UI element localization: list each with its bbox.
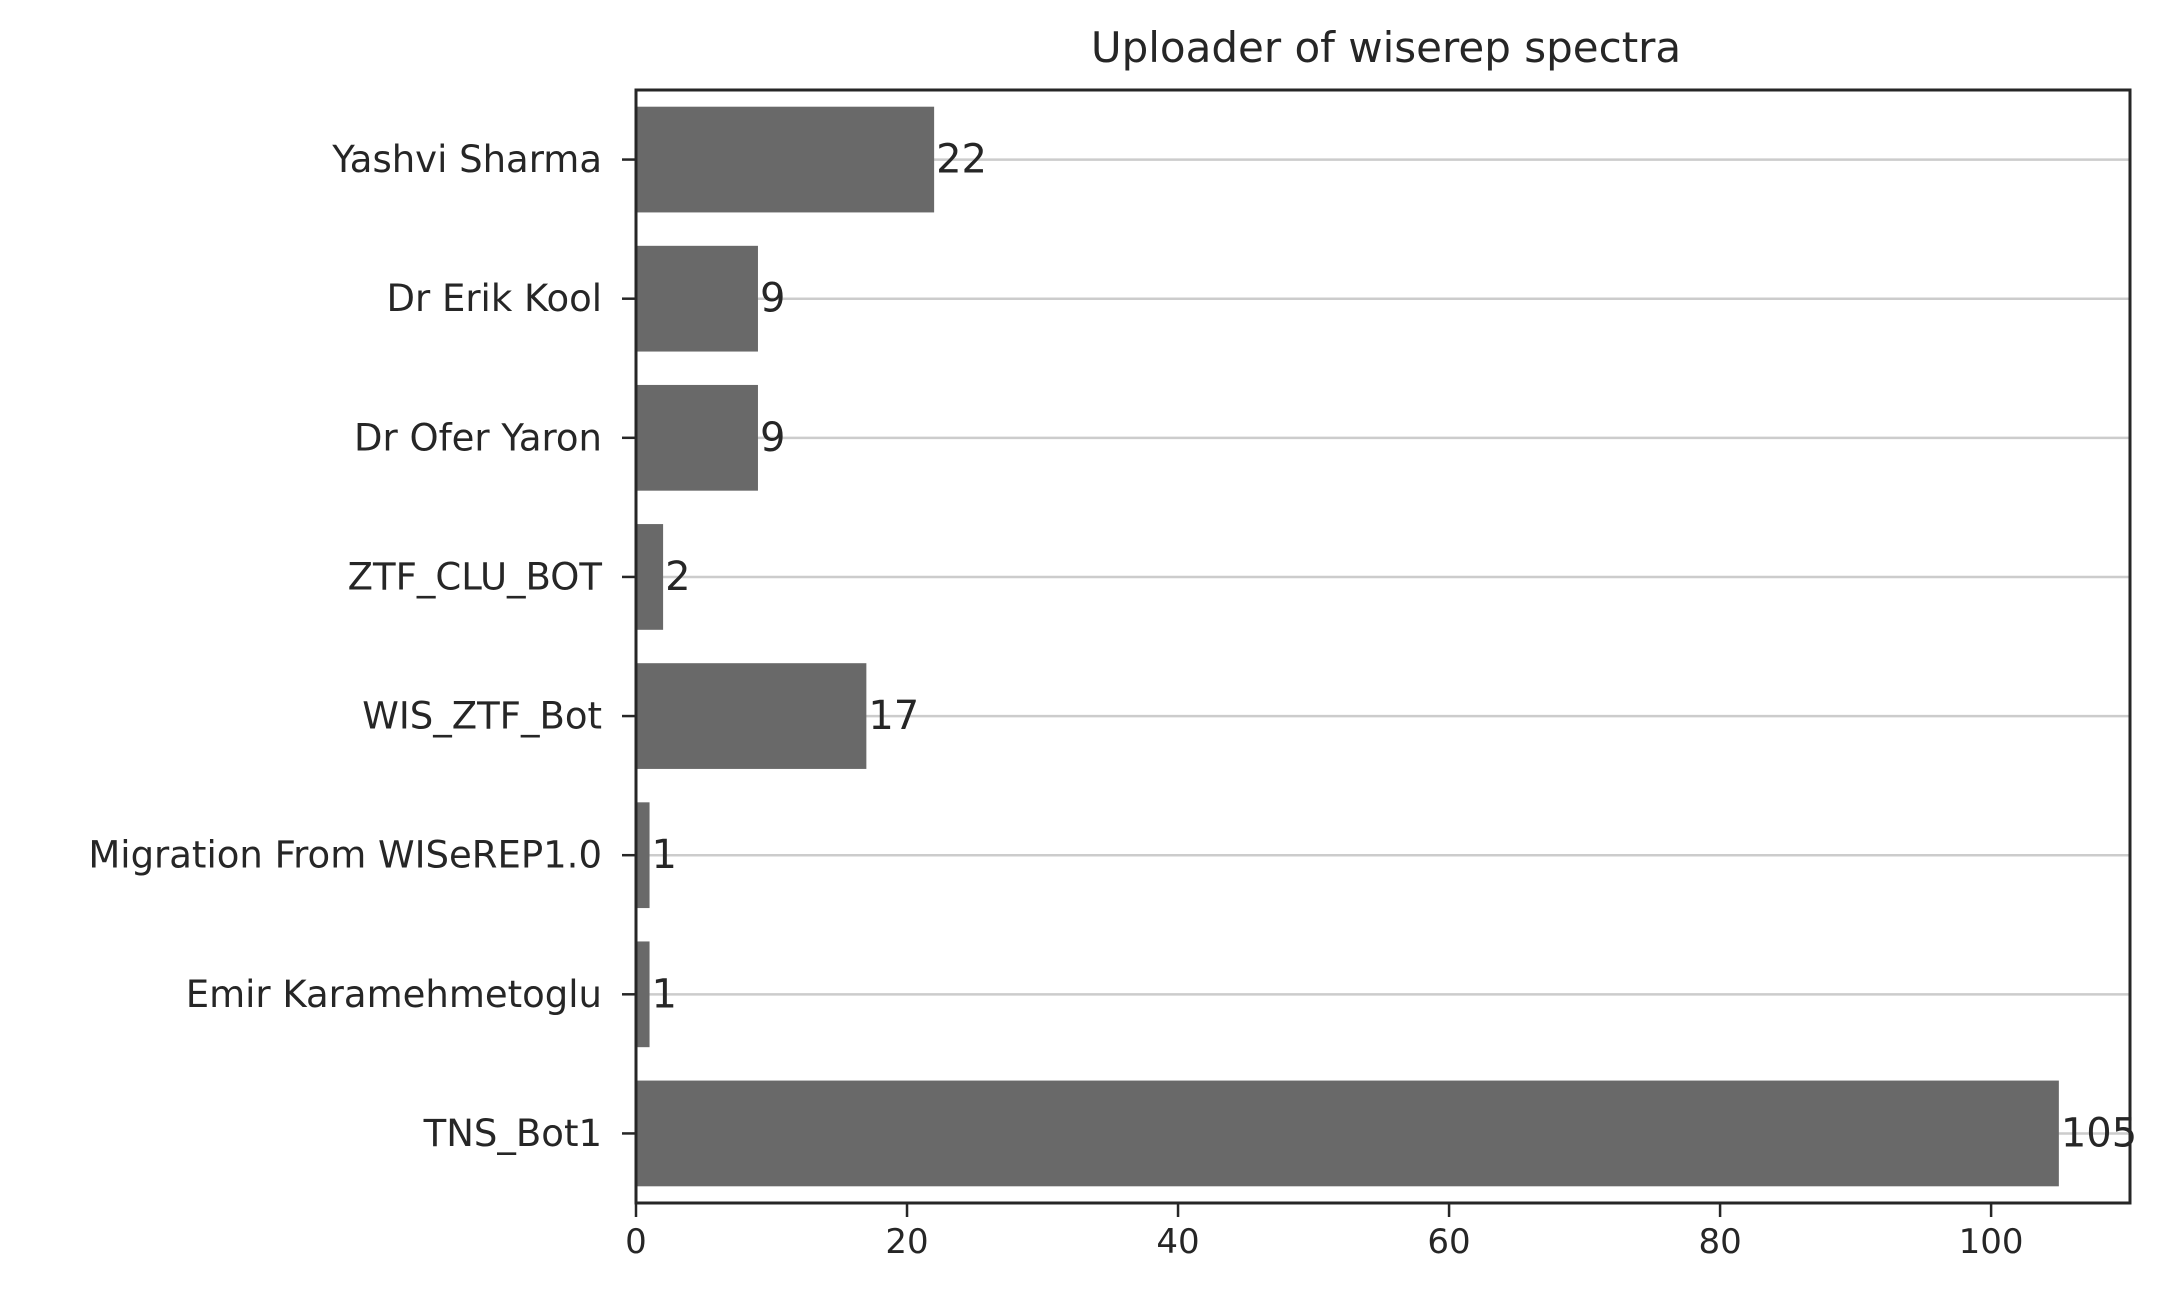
value-label: 22 — [936, 137, 987, 183]
bar — [636, 106, 935, 213]
y-tick-label: WIS_ZTF_Bot — [362, 695, 602, 738]
value-label: 1 — [652, 971, 677, 1017]
chart-title: Uploader of wiserep spectra — [1091, 23, 1681, 72]
value-label: 9 — [760, 276, 785, 322]
x-tick-label: 60 — [1427, 1222, 1470, 1262]
bar — [636, 245, 758, 352]
x-tick-label: 20 — [885, 1222, 928, 1262]
bar — [636, 384, 758, 491]
x-tick-label: 100 — [1959, 1222, 2024, 1262]
bar — [636, 524, 664, 630]
x-tick-label: 0 — [625, 1222, 647, 1262]
y-tick-label: ZTF_CLU_BOT — [348, 555, 603, 598]
value-label: 17 — [868, 693, 919, 739]
bars — [636, 106, 2059, 1187]
axis-ticks: Yashvi Sharma Dr Erik Kool Dr Ofer Yaron ZT… — [88, 138, 2023, 1262]
y-tick-label: Dr Erik Kool — [387, 277, 603, 320]
y-tick-label: Emir Karamehmetoglu — [186, 973, 602, 1016]
x-tick-label: 80 — [1698, 1222, 1741, 1262]
y-tick-label: Migration From WISeREP1.0 — [88, 834, 602, 877]
y-tick-label: TNS_Bot1 — [423, 1112, 602, 1155]
bar — [636, 663, 867, 769]
bar — [636, 941, 650, 1048]
bar — [636, 1080, 2059, 1187]
y-tick-label: Dr Ofer Yaron — [354, 416, 602, 459]
grid-lines — [636, 158, 2130, 1135]
bar — [636, 802, 650, 909]
y-tick-label: Yashvi Sharma — [331, 138, 602, 181]
value-label: 9 — [760, 415, 785, 461]
value-labels: 22 9 9 2 17 1 1 105 — [652, 137, 2138, 1157]
plot-frame — [634, 88, 2132, 1205]
value-label: 2 — [665, 554, 690, 600]
x-tick-label: 40 — [1156, 1222, 1199, 1262]
value-label: 105 — [2061, 1110, 2137, 1156]
value-label: 1 — [652, 832, 677, 878]
